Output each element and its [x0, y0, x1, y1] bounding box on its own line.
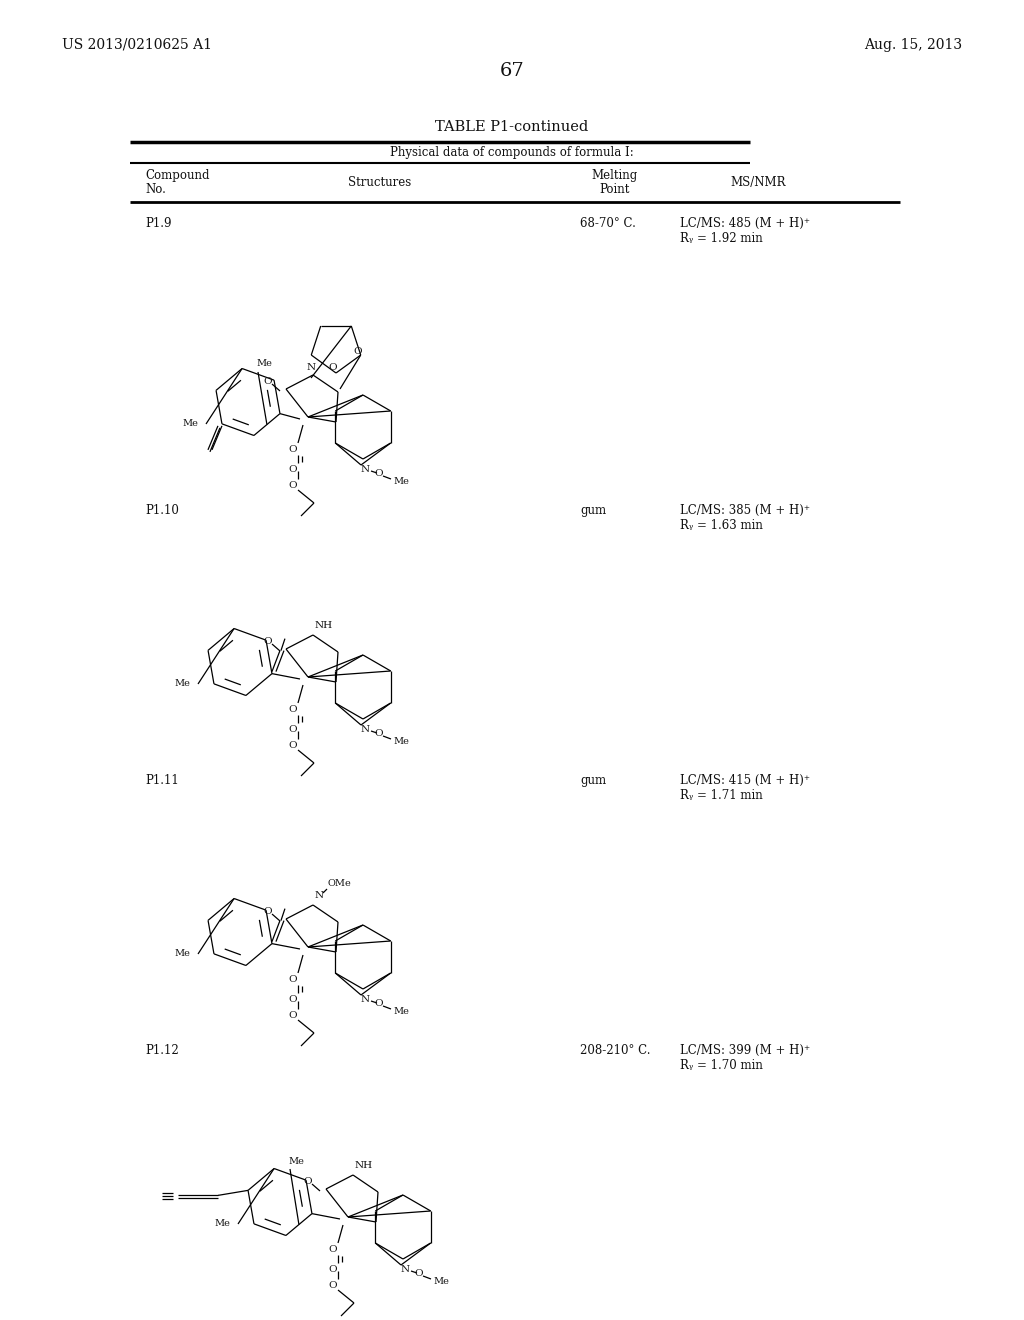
- Text: P1.11: P1.11: [145, 774, 179, 787]
- Text: 67: 67: [500, 62, 524, 81]
- Text: O: O: [304, 1176, 312, 1185]
- Text: Me: Me: [182, 420, 198, 429]
- Text: Me: Me: [433, 1276, 449, 1286]
- Text: Physical data of compounds of formula I:: Physical data of compounds of formula I:: [390, 147, 634, 158]
- Text: O: O: [329, 363, 337, 371]
- Text: N: N: [400, 1265, 410, 1274]
- Text: Me: Me: [288, 1158, 304, 1167]
- Text: NH: NH: [355, 1160, 373, 1170]
- Text: O: O: [375, 470, 383, 479]
- Text: O: O: [289, 465, 297, 474]
- Text: Compound: Compound: [145, 169, 210, 182]
- Text: Aug. 15, 2013: Aug. 15, 2013: [864, 38, 962, 51]
- Text: Me: Me: [174, 949, 190, 958]
- Text: TABLE P1-continued: TABLE P1-continued: [435, 120, 589, 135]
- Text: O: O: [264, 907, 272, 916]
- Text: NH: NH: [315, 620, 333, 630]
- Text: O: O: [264, 636, 272, 645]
- Text: 208-210° C.: 208-210° C.: [580, 1044, 650, 1057]
- Text: MS/NMR: MS/NMR: [730, 176, 785, 189]
- Text: Me: Me: [174, 680, 190, 689]
- Text: O: O: [375, 730, 383, 738]
- Text: O: O: [329, 1280, 337, 1290]
- Text: LC/MS: 415 (M + H)⁺: LC/MS: 415 (M + H)⁺: [680, 774, 810, 787]
- Text: gum: gum: [580, 774, 606, 787]
- Text: O: O: [289, 480, 297, 490]
- Text: N: N: [306, 363, 315, 371]
- Text: Me: Me: [393, 1006, 409, 1015]
- Text: Melting: Melting: [592, 169, 638, 182]
- Text: Rᵧ = 1.63 min: Rᵧ = 1.63 min: [680, 519, 763, 532]
- Text: O: O: [415, 1270, 423, 1279]
- Text: Rᵧ = 1.71 min: Rᵧ = 1.71 min: [680, 789, 763, 803]
- Text: N: N: [315, 891, 325, 899]
- Text: Me: Me: [393, 477, 409, 486]
- Text: LC/MS: 385 (M + H)⁺: LC/MS: 385 (M + H)⁺: [680, 504, 810, 517]
- Text: O: O: [289, 725, 297, 734]
- Text: O: O: [329, 1245, 337, 1254]
- Text: O: O: [329, 1265, 337, 1274]
- Text: Rᵧ = 1.92 min: Rᵧ = 1.92 min: [680, 232, 763, 246]
- Text: OMe: OMe: [327, 879, 351, 887]
- Text: Me: Me: [393, 737, 409, 746]
- Text: Structures: Structures: [348, 176, 412, 189]
- Text: O: O: [353, 347, 362, 356]
- Text: Point: Point: [600, 183, 630, 195]
- Text: O: O: [289, 994, 297, 1003]
- Text: O: O: [289, 705, 297, 714]
- Text: O: O: [289, 974, 297, 983]
- Text: Me: Me: [214, 1220, 230, 1229]
- Text: Me: Me: [256, 359, 272, 368]
- Text: gum: gum: [580, 504, 606, 517]
- Text: O: O: [289, 1011, 297, 1019]
- Text: O: O: [264, 376, 272, 385]
- Text: O: O: [289, 741, 297, 750]
- Text: LC/MS: 485 (M + H)⁺: LC/MS: 485 (M + H)⁺: [680, 216, 810, 230]
- Text: N: N: [360, 465, 370, 474]
- Text: No.: No.: [145, 183, 166, 195]
- Text: P1.12: P1.12: [145, 1044, 179, 1057]
- Text: N: N: [360, 994, 370, 1003]
- Text: LC/MS: 399 (M + H)⁺: LC/MS: 399 (M + H)⁺: [680, 1044, 810, 1057]
- Text: O: O: [375, 999, 383, 1008]
- Text: P1.9: P1.9: [145, 216, 171, 230]
- Text: N: N: [360, 725, 370, 734]
- Text: Rᵧ = 1.70 min: Rᵧ = 1.70 min: [680, 1059, 763, 1072]
- Text: US 2013/0210625 A1: US 2013/0210625 A1: [62, 38, 212, 51]
- Text: O: O: [289, 445, 297, 454]
- Text: 68-70° C.: 68-70° C.: [580, 216, 636, 230]
- Text: P1.10: P1.10: [145, 504, 179, 517]
